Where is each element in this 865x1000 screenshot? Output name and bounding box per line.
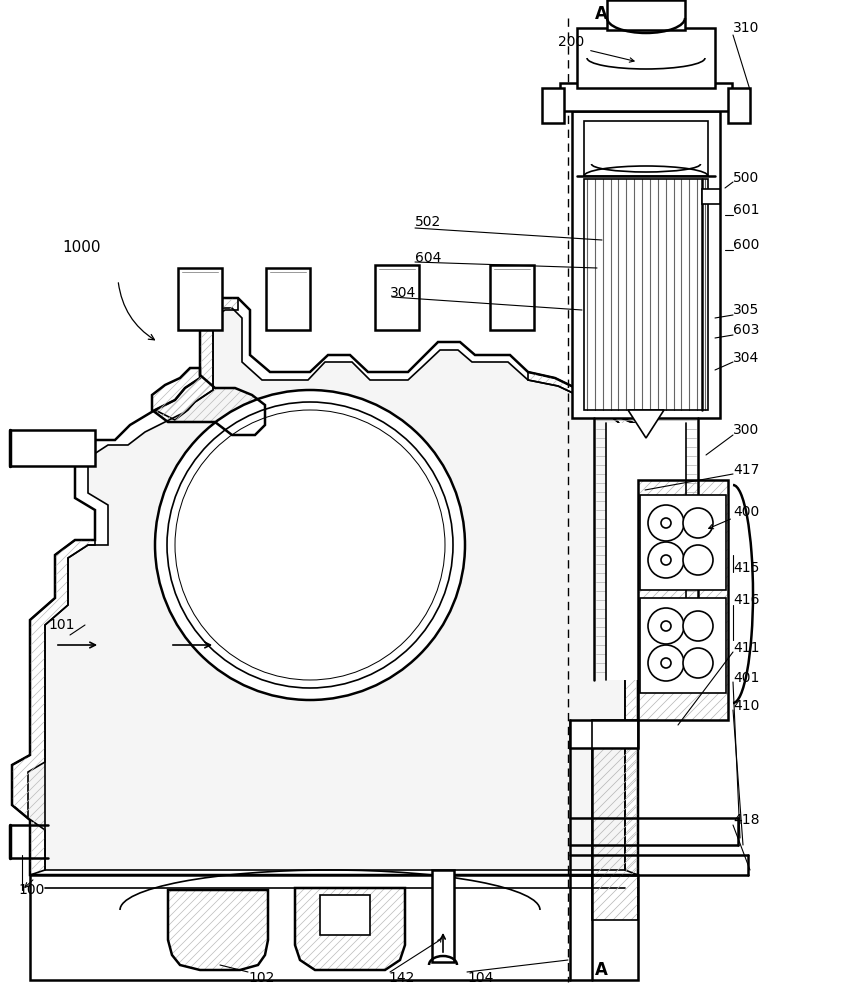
Bar	[638, 480, 728, 720]
Circle shape	[648, 542, 684, 578]
Text: 601: 601	[733, 203, 759, 217]
Text: 104: 104	[467, 971, 493, 985]
Bar	[320, 895, 370, 935]
Text: 310: 310	[733, 21, 759, 35]
Bar	[542, 88, 564, 123]
Text: 500: 500	[733, 171, 759, 185]
Circle shape	[661, 555, 671, 565]
Text: 200: 200	[558, 35, 584, 49]
Polygon shape	[28, 308, 625, 870]
Bar	[432, 870, 454, 962]
Text: 410: 410	[733, 699, 759, 713]
Circle shape	[648, 608, 684, 644]
Circle shape	[683, 508, 713, 538]
Bar	[178, 268, 222, 330]
Circle shape	[167, 402, 453, 688]
Text: A: A	[595, 5, 608, 23]
Bar	[10, 430, 95, 466]
Circle shape	[683, 545, 713, 575]
Text: 604: 604	[415, 251, 441, 265]
Bar	[560, 83, 732, 111]
Bar	[606, 423, 686, 680]
Circle shape	[661, 518, 671, 528]
Bar	[266, 268, 310, 330]
Bar	[638, 480, 728, 720]
Text: 300: 300	[733, 423, 759, 437]
Bar	[702, 189, 720, 204]
Circle shape	[175, 410, 445, 680]
Text: 415: 415	[733, 561, 759, 575]
Text: 100: 100	[18, 883, 44, 897]
Text: 416: 416	[733, 593, 759, 607]
Text: 401: 401	[733, 671, 759, 685]
Text: 502: 502	[415, 215, 441, 229]
Text: 418: 418	[733, 813, 759, 827]
Bar	[607, 0, 685, 30]
Bar	[570, 720, 638, 748]
Text: 600: 600	[733, 238, 759, 252]
Bar	[592, 720, 638, 920]
Text: 142: 142	[388, 971, 414, 985]
Bar	[584, 179, 708, 410]
Bar	[640, 598, 726, 693]
Text: 304: 304	[733, 351, 759, 365]
Bar	[584, 121, 708, 176]
Circle shape	[683, 611, 713, 641]
Text: 1000: 1000	[62, 240, 100, 255]
Circle shape	[155, 390, 465, 700]
Circle shape	[683, 648, 713, 678]
Polygon shape	[628, 410, 664, 438]
Polygon shape	[12, 298, 638, 875]
Circle shape	[648, 645, 684, 681]
Bar	[577, 28, 715, 88]
Bar	[640, 495, 726, 590]
Text: 400: 400	[733, 505, 759, 519]
Bar	[490, 265, 534, 330]
Text: 101: 101	[48, 618, 74, 632]
Text: 102: 102	[248, 971, 274, 985]
Polygon shape	[30, 875, 638, 980]
Bar	[592, 720, 638, 920]
Text: 305: 305	[733, 303, 759, 317]
Bar	[375, 265, 419, 330]
Text: A: A	[595, 961, 608, 979]
Bar	[728, 88, 750, 123]
Text: 417: 417	[733, 463, 759, 477]
Circle shape	[661, 621, 671, 631]
Circle shape	[661, 658, 671, 668]
Text: 304: 304	[390, 286, 416, 300]
Text: 411: 411	[733, 641, 759, 655]
Circle shape	[648, 505, 684, 541]
Bar	[572, 111, 720, 418]
Text: 603: 603	[733, 323, 759, 337]
